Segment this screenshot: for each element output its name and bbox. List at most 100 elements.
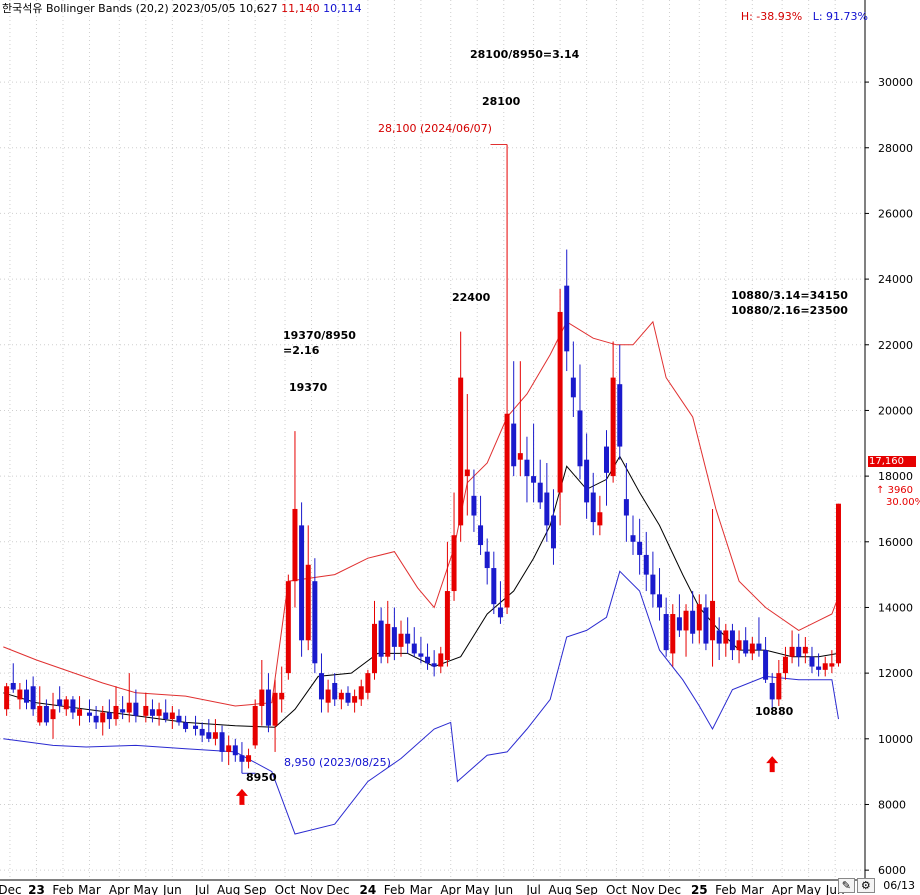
- candle-body-down: [729, 630, 735, 651]
- candle-body-up: [835, 503, 841, 664]
- candle-body-up: [212, 732, 218, 739]
- change-pct: 30.00%: [886, 497, 920, 508]
- candle-body-down: [796, 646, 802, 657]
- candle-body-up: [279, 692, 285, 700]
- chart-header: 한국석유 Bollinger Bands (20,2) 2023/05/05 1…: [2, 0, 362, 16]
- settings-icon[interactable]: ⚙: [856, 878, 875, 893]
- candle-body-down: [431, 663, 437, 667]
- x-tick-label: 24: [360, 883, 377, 895]
- x-tick-label: Oct: [606, 883, 627, 895]
- candle-body-up: [723, 630, 729, 644]
- annotation-ratio-result: =2.16: [283, 344, 320, 357]
- annotation-22400: 22400: [452, 291, 491, 304]
- candle-body-down: [43, 705, 49, 723]
- candle-body-up: [352, 696, 358, 703]
- candle-body-down: [637, 541, 643, 555]
- y-tick-label: 10000: [878, 733, 913, 746]
- header-value-1: 10,627: [239, 2, 278, 15]
- reference-lines: [241, 143, 508, 774]
- candle-body-up: [782, 656, 788, 674]
- candle-body-down: [763, 650, 769, 680]
- arrow-markers: [235, 756, 779, 805]
- candle-body-down: [491, 568, 497, 605]
- candle-body-down: [590, 492, 596, 523]
- candle-body-down: [239, 755, 245, 762]
- y-tick-label: 18000: [878, 470, 913, 483]
- candle-body-up: [822, 663, 828, 670]
- candle-body-up: [438, 653, 444, 667]
- x-tick-label: Nov: [300, 883, 323, 895]
- candle-body-down: [106, 712, 112, 720]
- candle-body-down: [86, 712, 92, 716]
- candle-body-up: [610, 377, 616, 477]
- candle-body-down: [299, 525, 305, 641]
- candle-body-down: [524, 459, 530, 477]
- x-tick-label: May: [133, 883, 158, 895]
- candle-body-up: [272, 692, 278, 726]
- edit-icon[interactable]: ✎: [837, 878, 855, 893]
- candle-body-down: [550, 515, 556, 549]
- header-date: 2023/05/05: [172, 2, 236, 15]
- candle-body-down: [70, 699, 76, 713]
- candle-body-down: [405, 633, 411, 644]
- candle-body-down: [425, 656, 431, 664]
- x-tick-label: Oct: [275, 883, 296, 895]
- candle-body-down: [650, 574, 656, 595]
- candle-body-down: [584, 459, 590, 503]
- high-marker-label: 28,100 (2024/06/07): [378, 122, 492, 135]
- annotation-ratio-19370: 19370/8950: [283, 329, 356, 342]
- x-tick-label: 23: [28, 883, 45, 895]
- x-tick-label: Mar: [741, 883, 764, 895]
- candle-body-up: [444, 591, 450, 660]
- x-tick-label: Dec: [0, 883, 22, 895]
- x-tick-label: Jul: [194, 883, 209, 895]
- candle-body-down: [603, 446, 609, 473]
- header-value-2: 11,140: [281, 2, 320, 15]
- candle-body-down: [332, 682, 338, 700]
- candle-body-up: [338, 692, 344, 700]
- chart-toolbar: ✎ ⚙ 06/13: [836, 878, 918, 893]
- candle-body-down: [30, 686, 36, 710]
- y-tick-label: 16000: [878, 536, 913, 549]
- candle-body-down: [544, 492, 550, 526]
- candle-body-down: [484, 551, 490, 569]
- grid-lines: [0, 0, 865, 880]
- candle-body-up: [398, 633, 404, 647]
- x-tick-label: Jun: [493, 883, 513, 895]
- x-tick-label: Feb: [715, 883, 736, 895]
- candle-body-up: [749, 643, 755, 654]
- candle-body-down: [176, 715, 182, 723]
- x-axis: Dec 23 Feb Mar Apr May Jun Jul Aug Sep Oct Nov Dec 24…: [0, 883, 845, 895]
- up-arrow-icon: [235, 788, 248, 805]
- change-up-icon: ↑: [876, 485, 885, 496]
- candle-body-down: [57, 699, 63, 706]
- candle-body-down: [133, 702, 139, 716]
- candle-body-down: [345, 692, 351, 703]
- candle-body-up: [789, 646, 795, 657]
- low-pct: L: 91.73%: [812, 10, 868, 23]
- candle-body-down: [10, 682, 16, 690]
- candle-body-up: [63, 699, 69, 710]
- candle-body-down: [411, 643, 417, 654]
- candle-body-up: [464, 469, 470, 477]
- lower-band-line: [3, 570, 839, 835]
- y-tick-label: 26000: [878, 207, 913, 220]
- candle-body-up: [829, 663, 835, 667]
- x-tick-label: Jun: [162, 883, 182, 895]
- candle-body-down: [378, 620, 384, 657]
- candle-body-down: [564, 285, 570, 352]
- y-tick-label: 30000: [878, 76, 913, 89]
- chart-params: (20,2): [135, 2, 169, 15]
- x-tick-label: Jul: [525, 883, 540, 895]
- candle-body-up: [4, 686, 10, 710]
- candle-body-up: [710, 600, 716, 641]
- candle-body-up: [143, 705, 149, 716]
- y-tick-label: 12000: [878, 667, 913, 680]
- candlesticks: [4, 144, 841, 774]
- y-tick-label: 28000: [878, 142, 913, 155]
- candle-body-up: [259, 689, 265, 706]
- x-tick-label: Feb: [384, 883, 405, 895]
- x-tick-label: Feb: [52, 883, 73, 895]
- candle-body-down: [816, 666, 822, 670]
